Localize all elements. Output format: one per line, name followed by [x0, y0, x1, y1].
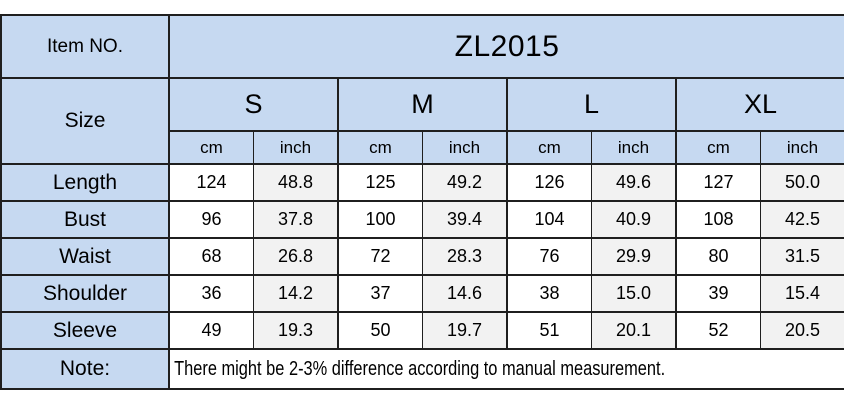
- value-cell: 50.0: [760, 163, 844, 202]
- table-row-sleeve: Sleeve 49 19.3 50 19.7 51 20.1 52 20.5: [0, 311, 844, 350]
- value-cell: 80: [675, 237, 761, 276]
- value-cell: 26.8: [253, 237, 339, 276]
- value-cell: 14.2: [253, 274, 339, 313]
- size-header-l: L: [506, 77, 677, 132]
- row-label-waist: Waist: [0, 237, 170, 276]
- value-cell: 76: [506, 237, 592, 276]
- note-text: There might be 2-3% difference according…: [174, 357, 666, 380]
- row-label-length: Length: [0, 163, 170, 202]
- value-cell: 19.7: [422, 311, 508, 350]
- value-cell: 68: [168, 237, 254, 276]
- value-cell: 127: [675, 163, 761, 202]
- table-row-waist: Waist 68 26.8 72 28.3 76 29.9 80 31.5: [0, 237, 844, 276]
- value-cell: 52: [675, 311, 761, 350]
- value-cell: 20.5: [760, 311, 844, 350]
- value-cell: 104: [506, 200, 592, 239]
- unit-header-cell: inch: [253, 130, 339, 165]
- value-cell: 96: [168, 200, 254, 239]
- unit-header-cell: cm: [337, 130, 423, 165]
- unit-header-cell: inch: [422, 130, 508, 165]
- value-cell: 126: [506, 163, 592, 202]
- size-label-cell: Size: [0, 77, 170, 165]
- row-label-bust: Bust: [0, 200, 170, 239]
- size-header-xl: XL: [675, 77, 844, 132]
- table-row-length: Length 124 48.8 125 49.2 126 49.6 127 50…: [0, 163, 844, 202]
- value-cell: 29.9: [591, 237, 677, 276]
- value-cell: 15.0: [591, 274, 677, 313]
- value-cell: 31.5: [760, 237, 844, 276]
- note-label-cell: Note:: [0, 348, 170, 390]
- unit-header-cell: cm: [168, 130, 254, 165]
- unit-header-cell: cm: [506, 130, 592, 165]
- value-cell: 14.6: [422, 274, 508, 313]
- value-cell: 108: [675, 200, 761, 239]
- size-chart-table: Item NO. ZL2015 Size S M L XL cm inch cm…: [0, 14, 844, 390]
- value-cell: 49: [168, 311, 254, 350]
- unit-header-row: cm inch cm inch cm inch cm inch: [1, 130, 844, 165]
- value-cell: 50: [337, 311, 423, 350]
- value-cell: 124: [168, 163, 254, 202]
- value-cell: 38: [506, 274, 592, 313]
- note-text-cell: There might be 2-3% difference according…: [168, 348, 844, 390]
- value-cell: 48.8: [253, 163, 339, 202]
- value-cell: 125: [337, 163, 423, 202]
- table-row-bust: Bust 96 37.8 100 39.4 104 40.9 108 42.5: [0, 200, 844, 239]
- product-code-cell: ZL2015: [168, 14, 844, 79]
- value-cell: 19.3: [253, 311, 339, 350]
- value-cell: 49.2: [422, 163, 508, 202]
- size-header-s: S: [168, 77, 339, 132]
- size-header-row: Size S M L XL: [0, 77, 844, 165]
- value-cell: 20.1: [591, 311, 677, 350]
- value-cell: 49.6: [591, 163, 677, 202]
- value-cell: 100: [337, 200, 423, 239]
- value-cell: 40.9: [591, 200, 677, 239]
- value-cell: 37: [337, 274, 423, 313]
- row-label-sleeve: Sleeve: [0, 311, 170, 350]
- value-cell: 15.4: [760, 274, 844, 313]
- item-no-label-cell: Item NO.: [0, 14, 170, 79]
- note-row: Note: There might be 2-3% difference acc…: [0, 348, 844, 390]
- value-cell: 36: [168, 274, 254, 313]
- value-cell: 51: [506, 311, 592, 350]
- size-header-m: M: [337, 77, 508, 132]
- value-cell: 28.3: [422, 237, 508, 276]
- value-cell: 42.5: [760, 200, 844, 239]
- row-label-shoulder: Shoulder: [0, 274, 170, 313]
- value-cell: 72: [337, 237, 423, 276]
- item-no-row: Item NO. ZL2015: [0, 14, 844, 79]
- unit-header-cell: inch: [591, 130, 677, 165]
- table-row-shoulder: Shoulder 36 14.2 37 14.6 38 15.0 39 15.4: [0, 274, 844, 313]
- value-cell: 39: [675, 274, 761, 313]
- value-cell: 39.4: [422, 200, 508, 239]
- unit-header-cell: cm: [675, 130, 761, 165]
- value-cell: 37.8: [253, 200, 339, 239]
- unit-header-cell: inch: [760, 130, 844, 165]
